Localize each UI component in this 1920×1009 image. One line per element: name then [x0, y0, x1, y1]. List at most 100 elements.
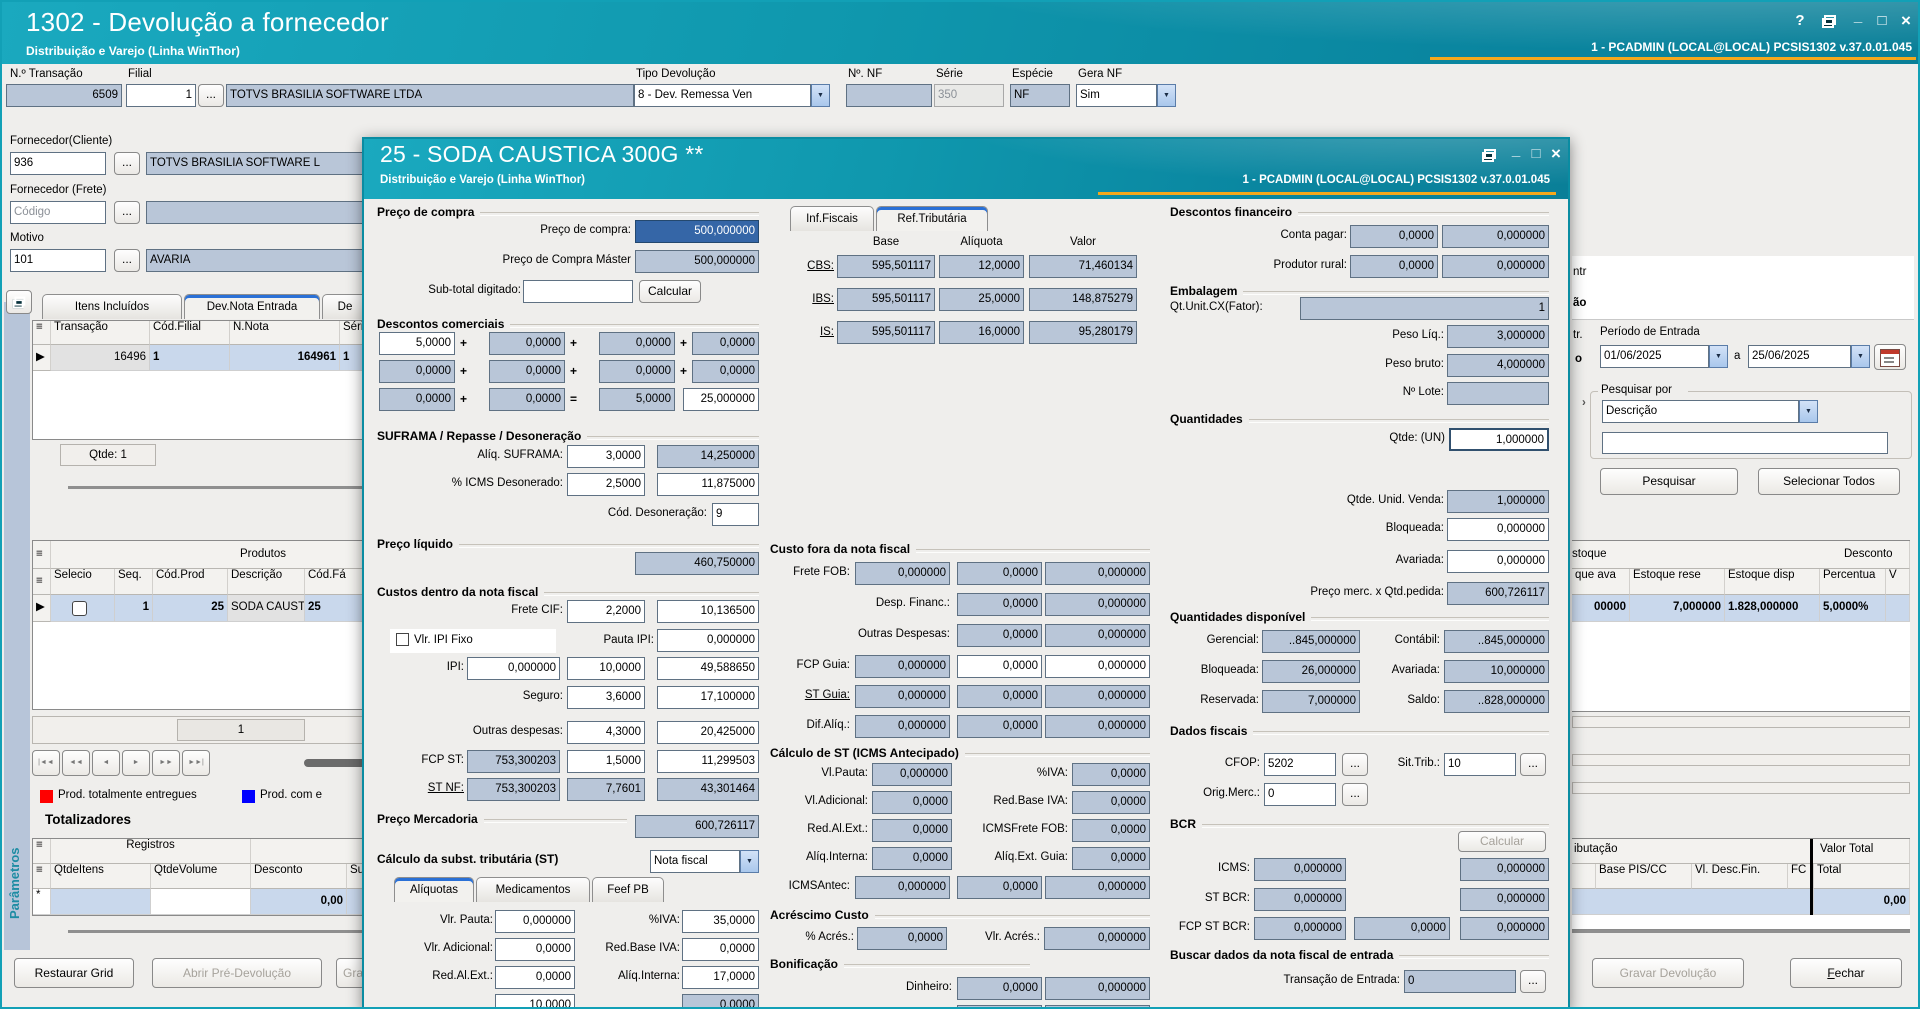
cell-clipped[interactable]	[1886, 595, 1910, 622]
pesquisar-por-select[interactable]: Descrição	[1602, 400, 1799, 423]
cell-estoque-disponivel[interactable]: 1.828,000000	[1725, 595, 1820, 622]
icms-desonerado-pct-field[interactable]: 2,5000	[567, 473, 645, 496]
tab-ref-tributaria[interactable]: Ref.Tributária	[876, 206, 988, 231]
tab-feef-pb[interactable]: Feef PB	[592, 877, 664, 902]
pesquisar-por-arrow-icon[interactable]: ▼	[1799, 400, 1818, 423]
col-selecionado[interactable]: Selecio	[51, 569, 115, 595]
parametros-tab[interactable]: Parâmetros	[7, 847, 22, 919]
row-checkbox[interactable]	[72, 601, 87, 616]
data-final-select[interactable]: 25/06/2025	[1748, 345, 1851, 368]
cell-qtde-itens[interactable]	[51, 889, 151, 915]
cbs-link[interactable]: CBS:	[807, 260, 834, 272]
calendar-button[interactable]	[1874, 344, 1906, 370]
calc-st-modo-arrow-icon[interactable]: ▼	[740, 850, 759, 873]
iva-field[interactable]: 35,0000	[682, 910, 759, 933]
col-estoque-avariado[interactable]: que ava	[1572, 569, 1630, 595]
tipo-devolucao-select[interactable]: 8 - Dev. Remessa Ven	[634, 84, 811, 107]
restore-icon[interactable]	[1822, 14, 1836, 32]
ipi-pct-field[interactable]: 10,0000	[567, 657, 645, 680]
col-descricao[interactable]: Descrição	[228, 569, 305, 595]
grid-totalizadores[interactable]: ≡ Registros ≡ QtdeItens QtdeVolume Desco…	[32, 838, 369, 916]
fornecedor-cliente-field[interactable]: 936	[10, 152, 106, 175]
motivo-lookup-button[interactable]: ...	[114, 249, 140, 272]
cell-cod-fabrica[interactable]: 25	[305, 595, 369, 622]
fcp-guia-pct-field[interactable]: 0,0000	[957, 655, 1042, 678]
fcp-st-valor-field[interactable]: 11,299503	[657, 750, 759, 773]
col-estoque-disponivel[interactable]: Estoque disp	[1725, 569, 1820, 595]
col-cod-filial[interactable]: Cód.Filial	[150, 321, 230, 345]
grid-options-icon[interactable]: ≡	[33, 839, 51, 864]
vlr-adicional-field[interactable]: 0,0000	[495, 938, 575, 961]
motivo-field[interactable]: 101	[10, 249, 106, 272]
col-cod-fabrica[interactable]: Cód.Fá	[305, 569, 369, 595]
cell-estoque-avariado[interactable]: 00000	[1572, 595, 1630, 622]
cell-total[interactable]: 0,00	[1814, 889, 1910, 915]
red-base-iva-field[interactable]: 0,0000	[682, 938, 759, 961]
nav-prev-page-button[interactable]: ◄◄	[62, 750, 90, 776]
vlr-ipi-fixo-checkbox[interactable]	[396, 633, 409, 646]
grid-options-icon[interactable]: ≡	[33, 321, 51, 345]
data-final-arrow-icon[interactable]: ▼	[1851, 345, 1870, 368]
cell-estoque-reservado[interactable]: 7,000000	[1630, 595, 1725, 622]
col-n-nota[interactable]: N.Nota	[230, 321, 340, 345]
data-inicial-select[interactable]: 01/06/2025	[1600, 345, 1709, 368]
scrollbar-track-right[interactable]	[1572, 754, 1910, 766]
gera-nf-select[interactable]: Sim	[1076, 84, 1157, 107]
col-base-pis[interactable]: Base PIS/CC	[1596, 864, 1692, 889]
aliq-interna-field[interactable]: 17,0000	[682, 966, 759, 989]
qtde-avariada-field[interactable]: 0,000000	[1447, 550, 1549, 573]
cell-qtde-volume[interactable]	[151, 889, 251, 915]
clipped-field[interactable]: 10,0000	[495, 994, 575, 1007]
frete-cif-valor-field[interactable]: 10,136500	[657, 600, 759, 623]
tab-dev-nota-entrada[interactable]: Dev.Nota Entrada	[184, 294, 320, 319]
transacao-entrada-lookup-button[interactable]: ...	[1520, 970, 1546, 993]
nav-prev-button[interactable]: ◄	[92, 750, 120, 776]
nav-next-button[interactable]: ►	[122, 750, 150, 776]
hscrollbar-thumb[interactable]	[304, 759, 366, 767]
col-transacao[interactable]: Transação	[51, 321, 150, 345]
col-seq[interactable]: Seq.	[115, 569, 153, 595]
col-estoque-reservado[interactable]: Estoque rese	[1630, 569, 1725, 595]
subtotal-digitado-field[interactable]	[523, 280, 633, 303]
fornecedor-frete-field[interactable]: Código	[10, 201, 106, 224]
cell-seq[interactable]: 1	[115, 595, 153, 622]
minimize-icon[interactable]: _	[1853, 8, 1863, 25]
cascade-windows-icon[interactable]	[6, 290, 32, 314]
col-fc[interactable]: FC	[1788, 864, 1814, 889]
fornecedor-frete-lookup-button[interactable]: ...	[114, 201, 140, 224]
seguro-pct-field[interactable]: 3,6000	[567, 686, 645, 709]
outras-despesas-pct-field[interactable]: 4,3000	[567, 721, 645, 744]
red-al-ext-field[interactable]: 0,0000	[495, 966, 575, 989]
fechar-button[interactable]: Fechar	[1790, 958, 1902, 988]
grid-notas[interactable]: ≡ Transação Cód.Filial N.Nota Série ▶ 16…	[32, 320, 369, 440]
data-inicial-arrow-icon[interactable]: ▼	[1709, 345, 1728, 368]
desconto-total-valor-field[interactable]: 25,000000	[683, 388, 759, 411]
tab-aliquotas[interactable]: Alíquotas	[394, 877, 474, 902]
desconto-1-field[interactable]: 5,0000	[379, 332, 455, 355]
calcular-button[interactable]: Calcular	[639, 280, 701, 303]
cell-percentual[interactable]: 5,0000%	[1820, 595, 1886, 622]
chevron-icon[interactable]: ›	[1582, 397, 1586, 409]
modal-close-icon[interactable]: ×	[1551, 144, 1561, 163]
cfop-lookup-button[interactable]: ...	[1342, 753, 1368, 776]
splitter[interactable]	[1572, 930, 1910, 933]
filial-lookup-button[interactable]: ...	[198, 84, 224, 107]
maximize-icon[interactable]: □	[1877, 12, 1887, 29]
nav-next-page-button[interactable]: ►►	[152, 750, 180, 776]
modal-maximize-icon[interactable]: □	[1531, 145, 1541, 162]
tab-clipped[interactable]: De	[322, 294, 368, 319]
modal-restore-icon[interactable]	[1482, 148, 1496, 166]
filial-field[interactable]: 1	[126, 84, 196, 107]
cell-selecionado[interactable]	[51, 595, 115, 622]
grid-produtos-right[interactable]: stoque Desconto que ava Estoque rese Est…	[1572, 540, 1910, 712]
col-qtde-volume[interactable]: QtdeVolume	[151, 864, 251, 889]
splitter[interactable]	[68, 486, 362, 489]
pesquisar-button[interactable]: Pesquisar	[1600, 468, 1738, 495]
grid-options-icon[interactable]: ≡	[33, 569, 51, 595]
col-vl-desc-fin[interactable]: Vl. Desc.Fin.	[1692, 864, 1788, 889]
help-icon[interactable]: ?	[1795, 12, 1805, 29]
outras-despesas-valor-field[interactable]: 20,425000	[657, 721, 759, 744]
col-clipped[interactable]: V	[1886, 569, 1910, 595]
splitter[interactable]	[68, 930, 364, 933]
aliq-suframa-pct-field[interactable]: 3,0000	[567, 445, 645, 468]
